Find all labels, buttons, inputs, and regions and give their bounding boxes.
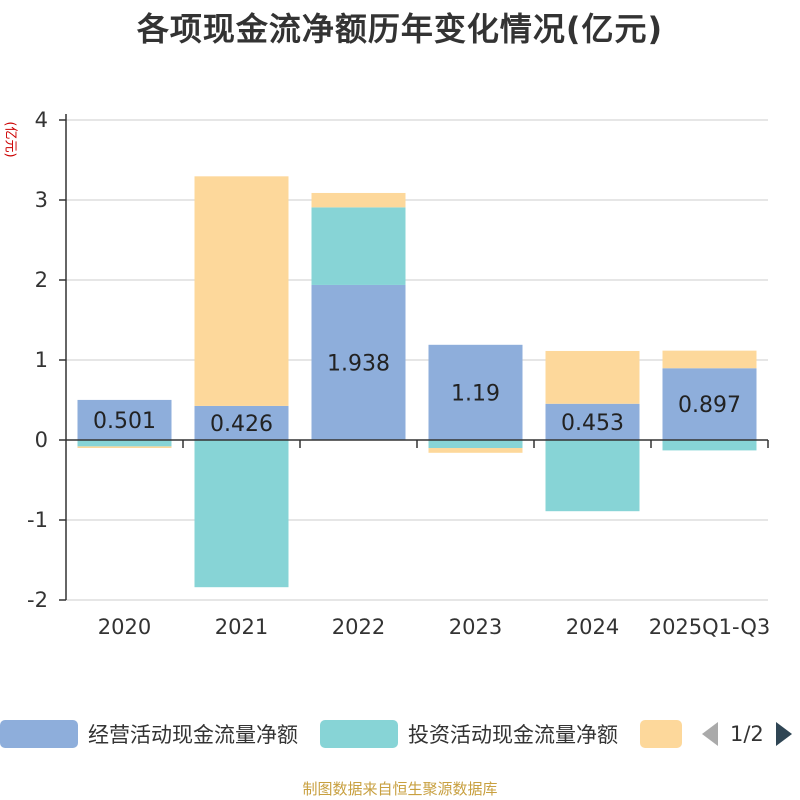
- bar-2020-series-2: [77, 446, 172, 448]
- y-tick-label: 1: [35, 348, 48, 372]
- data-label: 0.501: [93, 409, 156, 434]
- bar-2024-series-0: [545, 403, 640, 440]
- bar-2024-series-2: [545, 350, 640, 404]
- legend: 经营活动现金流量净额 投资活动现金流量净额 1/2: [0, 716, 800, 752]
- bar-2020-series-0: [77, 399, 172, 440]
- bar-2021-series-0: [194, 405, 289, 440]
- y-tick-label: -2: [27, 588, 48, 612]
- bar-2024-series-1: [545, 440, 640, 512]
- y-tick-label: 3: [35, 188, 48, 212]
- legend-next-icon[interactable]: [775, 722, 792, 746]
- legend-item-investing[interactable]: 投资活动现金流量净额: [320, 716, 618, 752]
- data-labels: 0.501 0.426 1.938 1.19 0.453 0.897: [93, 351, 741, 436]
- data-label: 0.453: [561, 411, 624, 436]
- bar-2022-series-2: [311, 192, 406, 208]
- legend-prev-icon[interactable]: [702, 722, 718, 746]
- x-tick-label: 2023: [449, 615, 502, 639]
- bars: [77, 176, 757, 588]
- bar-2023-series-2: [428, 448, 523, 453]
- bar-2025Q1-Q3-series-0: [662, 368, 757, 440]
- legend-item-operating[interactable]: 经营活动现金流量净额: [0, 716, 298, 752]
- data-label: 0.897: [678, 393, 741, 418]
- data-source-note: 制图数据来自恒生聚源数据库: [302, 780, 498, 798]
- bar-2020-series-1: [77, 440, 172, 447]
- legend-label-investing: 投资活动现金流量净额: [408, 723, 618, 747]
- data-label: 1.938: [327, 351, 390, 376]
- x-tick-label: 2022: [332, 615, 385, 639]
- bar-2023-series-1: [428, 440, 523, 448]
- y-tick-label: -1: [27, 508, 48, 532]
- bar-2023-series-0: [428, 344, 523, 440]
- legend-swatch-investing: [320, 720, 398, 748]
- bar-2022-series-1: [311, 207, 406, 285]
- legend-item-financing[interactable]: [640, 716, 682, 752]
- legend-page-indicator: 1/2: [730, 722, 764, 746]
- data-label: 1.19: [451, 381, 500, 406]
- bar-2025Q1-Q3-series-2: [662, 350, 757, 369]
- y-tick-label: 0: [35, 428, 48, 452]
- bar-chart: -2 -1 0 1 2 3 4 2020 2021 2022 2023 2024 2025Q1-Q3 0…: [27, 108, 770, 639]
- data-label: 0.426: [210, 412, 273, 437]
- chart-title: 各项现金流净额历年变化情况(亿元): [136, 10, 664, 48]
- bar-2022-series-0: [311, 284, 406, 440]
- y-tick-label: 2: [35, 268, 48, 292]
- x-tick-label: 2021: [215, 615, 268, 639]
- y-tick-label: 4: [35, 108, 48, 132]
- grid-lines: [66, 119, 768, 601]
- bar-2021-series-2: [194, 176, 289, 406]
- bar-2025Q1-Q3-series-1: [662, 440, 757, 451]
- legend-swatch-operating: [0, 720, 78, 748]
- x-tick-label: 2024: [566, 615, 619, 639]
- x-tick-label: 2025Q1-Q3: [649, 615, 771, 639]
- bar-2021-series-1: [194, 440, 289, 588]
- legend-label-operating: 经营活动现金流量净额: [88, 723, 298, 747]
- legend-pager: 1/2: [702, 716, 792, 752]
- legend-swatch-financing: [640, 720, 682, 748]
- x-tick-label: 2020: [98, 615, 151, 639]
- axes: -2 -1 0 1 2 3 4 2020 2021 2022 2023 2024 2025Q1-Q3: [27, 108, 770, 639]
